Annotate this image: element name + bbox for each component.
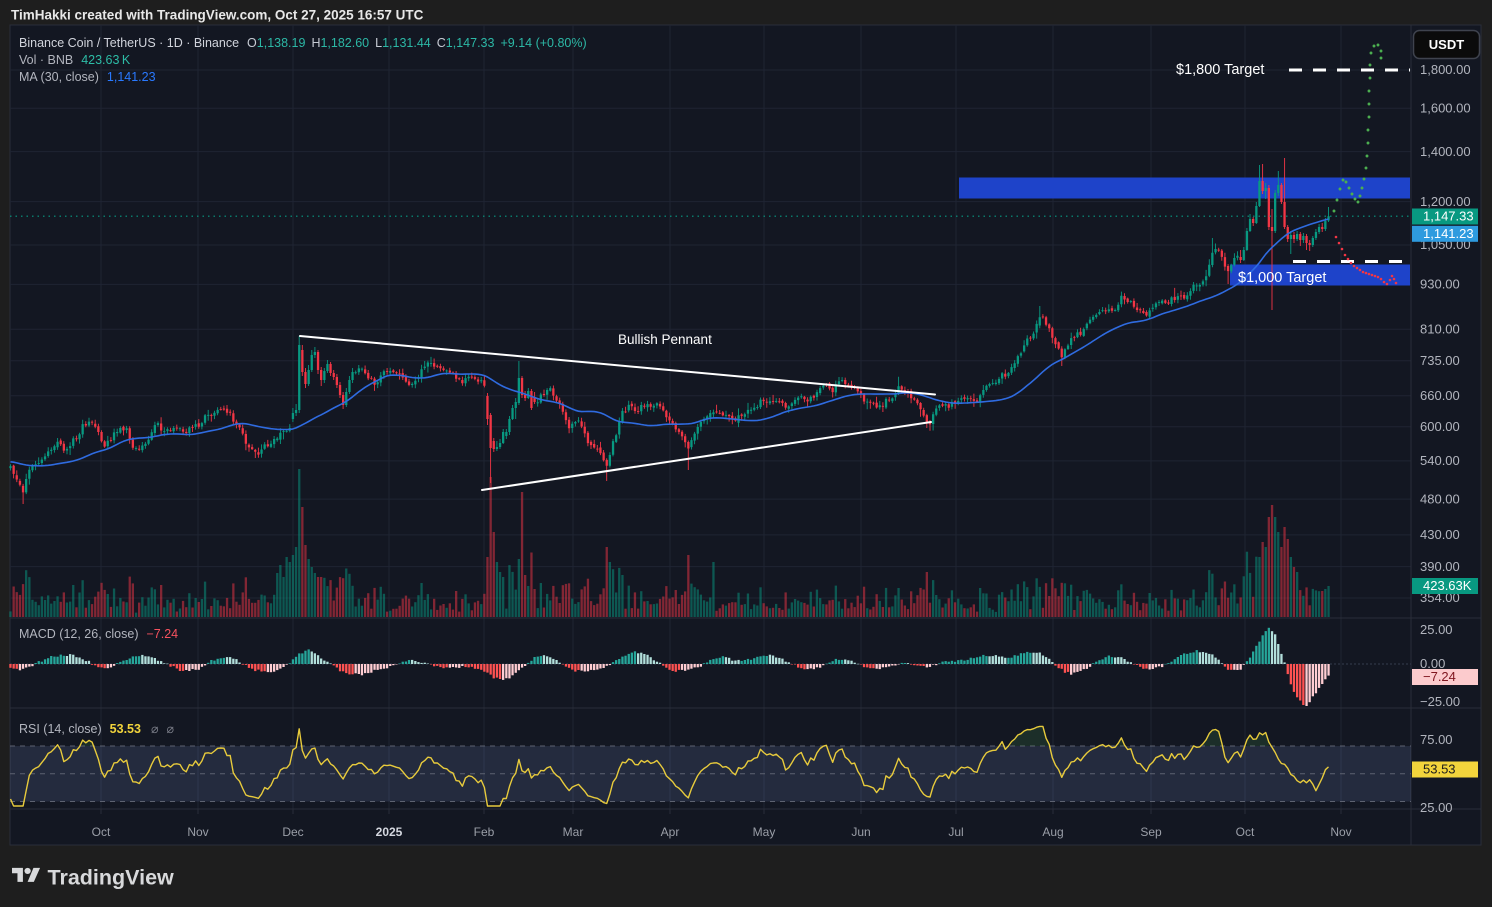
- svg-text:TradingView: TradingView: [48, 866, 175, 890]
- svg-text:600.00: 600.00: [1420, 419, 1460, 434]
- svg-text:735.00: 735.00: [1420, 353, 1460, 368]
- svg-text:$1,000 Target: $1,000 Target: [1238, 270, 1326, 286]
- svg-text:53.53: 53.53: [1423, 762, 1456, 777]
- svg-text:810.00: 810.00: [1420, 322, 1460, 337]
- svg-text:Nov: Nov: [1330, 825, 1351, 839]
- svg-text:Oct: Oct: [92, 825, 111, 839]
- svg-text:Jun: Jun: [851, 825, 870, 839]
- svg-text:USDT: USDT: [1429, 37, 1464, 52]
- svg-text:Binance Coin / TetherUS · 1D ·: Binance Coin / TetherUS · 1D · Binance O1…: [19, 36, 587, 50]
- svg-text:1,600.00: 1,600.00: [1420, 100, 1471, 115]
- svg-text:May: May: [753, 825, 776, 839]
- svg-text:−25.00: −25.00: [1420, 694, 1460, 709]
- svg-text:MA (30, close)1,141.23: MA (30, close) 1,141.23: [19, 70, 156, 84]
- svg-text:Apr: Apr: [661, 825, 680, 839]
- svg-text:1,141.23: 1,141.23: [1423, 226, 1474, 241]
- svg-text:TimHakki created with TradingV: TimHakki created with TradingView.com, O…: [11, 8, 424, 23]
- svg-text:1,147.33: 1,147.33: [1423, 209, 1474, 224]
- svg-text:Sep: Sep: [1140, 825, 1162, 839]
- svg-text:Mar: Mar: [563, 825, 584, 839]
- svg-text:Aug: Aug: [1042, 825, 1063, 839]
- svg-text:0.00: 0.00: [1420, 656, 1445, 671]
- svg-text:480.00: 480.00: [1420, 491, 1460, 506]
- svg-text:Feb: Feb: [474, 825, 495, 839]
- svg-text:RSI (14, close)53.53⌀⌀: RSI (14, close) 53.53 ⌀ ⌀: [19, 722, 174, 736]
- svg-text:930.00: 930.00: [1420, 277, 1460, 292]
- svg-text:Oct: Oct: [1236, 825, 1255, 839]
- svg-text:25.00: 25.00: [1420, 622, 1453, 637]
- svg-text:75.00: 75.00: [1420, 732, 1453, 747]
- svg-text:2025: 2025: [376, 825, 403, 839]
- svg-text:430.00: 430.00: [1420, 527, 1460, 542]
- svg-text:1,800.00: 1,800.00: [1420, 62, 1471, 77]
- svg-text:Dec: Dec: [282, 825, 303, 839]
- svg-text:660.00: 660.00: [1420, 388, 1460, 403]
- svg-text:1,200.00: 1,200.00: [1420, 194, 1471, 209]
- svg-text:MACD (12, 26, close)−7.24: MACD (12, 26, close) −7.24: [19, 627, 178, 641]
- svg-text:423.63K: 423.63K: [1423, 578, 1472, 593]
- svg-text:25.00: 25.00: [1420, 800, 1453, 815]
- svg-text:1,400.00: 1,400.00: [1420, 144, 1471, 159]
- svg-text:Bullish Pennant: Bullish Pennant: [618, 332, 712, 347]
- svg-text:Jul: Jul: [948, 825, 963, 839]
- svg-text:540.00: 540.00: [1420, 453, 1460, 468]
- svg-text:−7.24: −7.24: [1423, 669, 1456, 684]
- svg-text:390.00: 390.00: [1420, 559, 1460, 574]
- svg-text:Nov: Nov: [187, 825, 208, 839]
- svg-text:$1,800 Target: $1,800 Target: [1176, 62, 1264, 78]
